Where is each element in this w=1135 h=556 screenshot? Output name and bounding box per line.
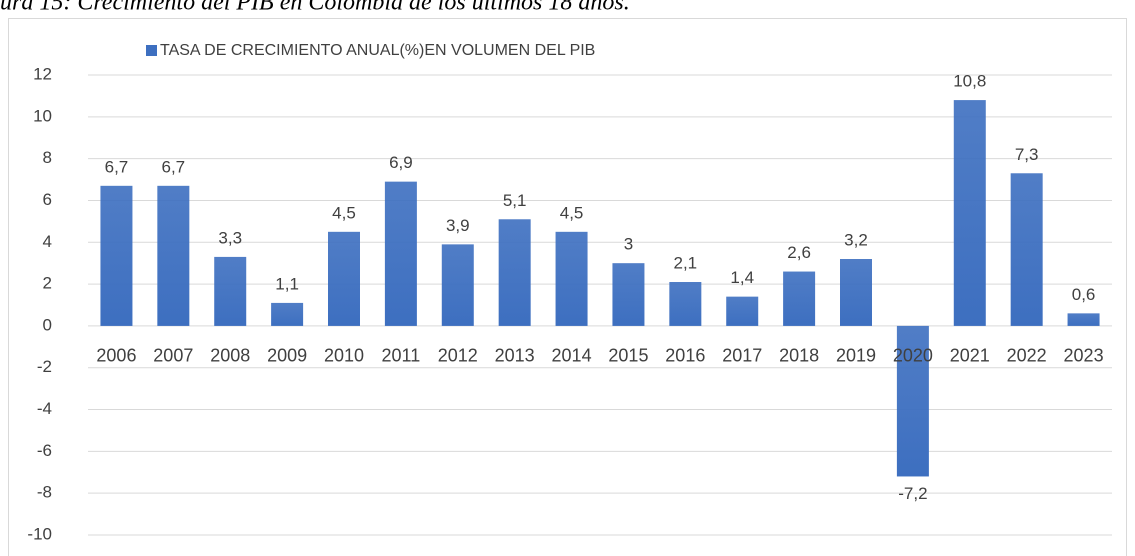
y-tick-label: -4 [37,399,52,418]
bar [100,185,133,326]
x-tick-label: 2008 [210,346,250,366]
x-tick-label: 2015 [608,346,648,366]
data-label: 5,1 [503,191,527,210]
x-tick-label: 2014 [552,346,592,366]
x-tick-label: 2018 [779,346,819,366]
x-tick-label: 2012 [438,346,478,366]
x-tick-label: 2023 [1064,346,1104,366]
y-tick-label: -6 [37,441,52,460]
y-tick-label: 8 [43,148,52,167]
x-tick-label: 2006 [96,346,136,366]
data-label: 1,1 [275,274,299,293]
data-label: 7,3 [1015,145,1039,164]
bar [1067,313,1100,326]
data-label: 3,3 [218,228,242,247]
x-tick-label: 2019 [836,346,876,366]
data-label: 4,5 [560,203,584,222]
bar [726,296,759,326]
bar [157,185,190,326]
data-label: 3 [624,235,633,254]
y-tick-label: 0 [43,315,52,334]
data-label: 6,9 [389,153,413,172]
data-label: 4,5 [332,203,356,222]
y-tick-label: -2 [37,357,52,376]
y-tick-label: -10 [27,524,52,543]
bar [441,244,474,326]
y-tick-label: -8 [37,483,52,502]
x-tick-label: 2007 [153,346,193,366]
bar [840,259,872,326]
data-label: 10,8 [953,72,986,91]
data-label: 2,1 [674,253,698,272]
y-tick-label: 6 [43,190,52,209]
data-label: 6,7 [105,157,129,176]
y-tick-label: 10 [33,106,52,125]
x-tick-label: 2013 [495,346,535,366]
y-tick-label: 2 [43,274,52,293]
y-tick-label: 12 [33,64,52,83]
y-tick-label: 4 [43,232,52,251]
data-label: 6,7 [162,157,186,176]
chart-title: ura 15: Crecimiento del PIB en Colombia … [0,0,630,16]
x-tick-label: 2016 [665,346,705,366]
legend-swatch [146,45,157,56]
x-tick-label: 2010 [324,346,364,366]
bar [498,219,531,326]
x-tick-label: 2021 [950,346,990,366]
bar [1010,173,1043,326]
x-tick-label: 2011 [382,346,421,366]
bar [555,231,588,326]
data-label: 2,6 [787,243,811,262]
data-label: 0,6 [1072,285,1096,304]
data-label: -7,2 [898,484,927,503]
x-tick-label: 2020 [893,346,933,366]
data-label: 3,9 [446,216,470,235]
x-tick-label: 2022 [1007,346,1047,366]
x-tick-label: 2017 [722,346,762,366]
bar [953,100,986,326]
bar [669,282,702,326]
bar [384,181,417,326]
bar [214,256,247,326]
bar [783,271,816,326]
bar [328,231,360,326]
x-tick-label: 2009 [267,346,307,366]
legend-label: TASA DE CRECIMIENTO ANUAL(%)EN VOLUMEN D… [160,42,595,59]
bar [612,263,645,326]
data-label: 1,4 [730,268,754,287]
data-label: 3,2 [844,230,868,249]
bar [271,302,304,326]
bar [896,325,929,477]
